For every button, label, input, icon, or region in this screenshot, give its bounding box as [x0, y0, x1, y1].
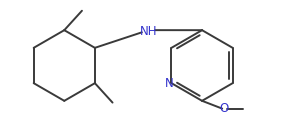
Text: NH: NH — [140, 25, 157, 38]
Text: O: O — [219, 102, 229, 115]
Text: N: N — [165, 77, 174, 90]
